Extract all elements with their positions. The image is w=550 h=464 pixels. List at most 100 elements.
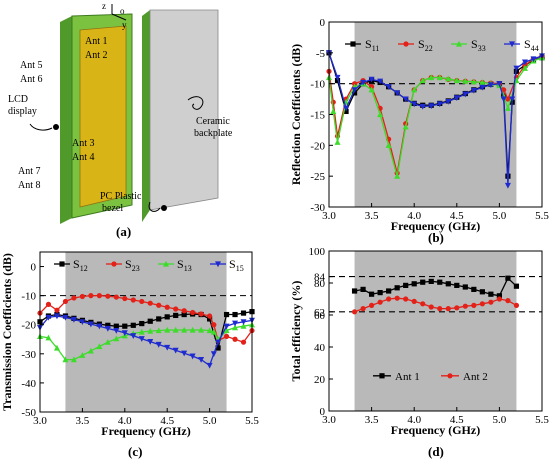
data-point — [147, 339, 154, 345]
data-point — [181, 350, 188, 357]
data-point — [164, 326, 171, 333]
data-point — [122, 295, 128, 302]
data-point — [147, 327, 154, 334]
data-point — [420, 301, 426, 307]
plot-frame — [328, 250, 543, 412]
panel-a-illustration: z o y Ant 1 Ant 2 Ant 5 Ant 6 LCD displa… — [8, 1, 233, 239]
data-point — [402, 123, 409, 130]
data-point — [53, 344, 60, 351]
data-point — [479, 84, 486, 91]
x-tick-label: 3.5 — [365, 414, 379, 426]
data-point — [232, 320, 239, 327]
data-point — [156, 302, 162, 308]
legend-marker — [350, 41, 356, 47]
data-point — [428, 103, 435, 110]
data-point — [232, 324, 239, 331]
data-point — [164, 314, 170, 320]
y-tick-label: -30 — [310, 202, 325, 214]
data-point — [190, 309, 196, 316]
data-point — [130, 297, 136, 303]
data-point — [223, 327, 230, 334]
data-point — [386, 296, 392, 302]
y-tick-label: -10 — [310, 79, 325, 91]
data-point — [87, 347, 94, 354]
data-point — [428, 278, 434, 284]
data-point — [164, 344, 171, 351]
data-point — [351, 309, 358, 315]
data-point — [223, 333, 230, 339]
data-point — [504, 105, 511, 111]
x-tick-label: 3.5 — [76, 415, 90, 427]
y-tick-label: -50 — [21, 407, 36, 419]
data-point — [445, 281, 451, 287]
data-point — [172, 347, 179, 354]
data-point — [369, 302, 375, 308]
data-point — [462, 284, 468, 290]
data-point — [96, 293, 102, 299]
lcd-pointer-dot — [53, 124, 59, 130]
data-point — [445, 98, 452, 105]
lcd-pointer-icon — [29, 123, 53, 131]
backplate-label-text-2: backplate — [194, 128, 233, 139]
data-point — [96, 323, 103, 330]
x-tick-label: 4.5 — [450, 210, 464, 222]
data-point — [139, 320, 145, 327]
data-point — [419, 77, 426, 84]
data-point — [104, 338, 111, 345]
data-point — [530, 56, 537, 63]
data-point — [504, 182, 511, 189]
y-tick-label: 62 — [314, 307, 325, 319]
data-point — [121, 330, 128, 337]
data-point — [240, 319, 247, 326]
data-point — [207, 313, 213, 319]
data-point — [428, 74, 435, 81]
panel-c-chart: 3.0 3.5 4.0 4.5 5.0 5.5 -50 -40 -30 -20 -10 0 Freque… — [0, 251, 259, 438]
legend-label-subscript: 12 — [80, 264, 88, 273]
data-point — [487, 82, 494, 89]
data-point — [104, 325, 111, 332]
data-point — [471, 302, 477, 308]
data-point — [45, 314, 52, 321]
data-point — [505, 298, 511, 304]
y-tick-label: -5 — [316, 48, 326, 60]
data-point — [470, 78, 477, 85]
data-point — [521, 59, 528, 66]
data-point — [385, 142, 392, 148]
data-point — [156, 316, 162, 322]
data-point — [79, 319, 86, 326]
data-point — [113, 327, 120, 334]
data-point — [155, 341, 162, 348]
data-point — [88, 293, 94, 299]
x-tick-label: 5.0 — [493, 414, 507, 426]
data-point — [394, 172, 401, 179]
data-point — [436, 74, 443, 81]
data-point — [223, 323, 230, 330]
data-point — [513, 302, 520, 308]
phone-frame-side — [60, 16, 72, 224]
data-point — [360, 306, 366, 312]
data-point — [505, 96, 511, 102]
data-point — [420, 279, 426, 285]
data-point — [147, 318, 153, 324]
bezel-label: PC Plastic bezel — [100, 191, 144, 214]
legend-label-subscript: 23 — [132, 264, 140, 273]
data-point — [181, 308, 187, 314]
legend-label-subscript: 13 — [184, 264, 192, 273]
data-point — [210, 328, 217, 335]
panel-c-caption: (c) — [128, 444, 142, 459]
data-point — [360, 79, 367, 86]
legend-label-subscript: 22 — [425, 44, 433, 53]
y-axis-label: Total efficiency (%) — [289, 281, 303, 382]
data-point — [139, 298, 145, 305]
data-point — [138, 328, 145, 335]
data-point — [454, 305, 460, 311]
backplate-pointer-icon — [187, 96, 204, 110]
bezel-label-text-2: bezel — [102, 203, 123, 214]
ant2-label: Ant 2 — [85, 50, 108, 61]
legend-marker — [59, 261, 65, 267]
data-point — [198, 326, 205, 333]
data-point — [113, 335, 120, 342]
lcd-label-text-2: display — [8, 106, 37, 117]
data-point — [54, 307, 60, 313]
